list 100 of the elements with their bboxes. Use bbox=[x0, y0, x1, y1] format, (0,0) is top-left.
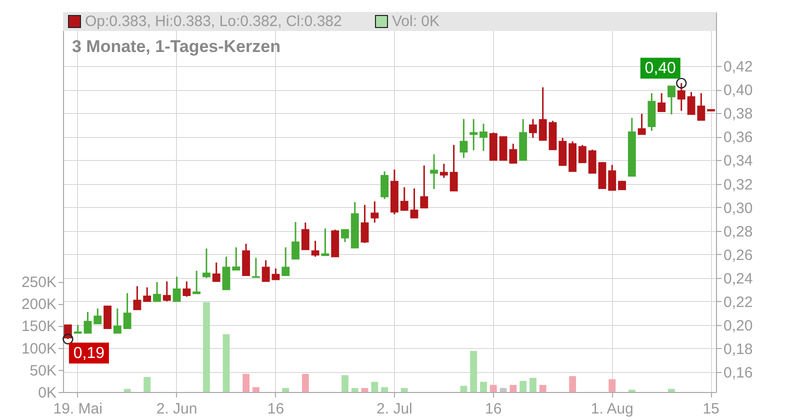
bar bbox=[520, 380, 527, 392]
candlestick bbox=[172, 276, 181, 302]
candlestick bbox=[292, 221, 300, 260]
bar bbox=[668, 388, 675, 392]
x-tick-label: 15 bbox=[702, 400, 720, 418]
candlestick bbox=[558, 137, 567, 166]
candlestick bbox=[529, 118, 537, 139]
candlestick bbox=[153, 281, 161, 302]
candlestick bbox=[450, 144, 458, 192]
candlestick bbox=[638, 113, 646, 136]
candlestick bbox=[400, 186, 408, 212]
y2-tick-label: 100K bbox=[21, 340, 56, 358]
candlestick bbox=[470, 118, 478, 151]
annotation: 0,19 bbox=[73, 345, 105, 362]
candlestick bbox=[608, 164, 616, 191]
candlestick bbox=[232, 246, 240, 271]
candlestick bbox=[578, 144, 586, 164]
candlestick bbox=[84, 311, 92, 334]
x-tick-label: 2. Jun bbox=[156, 400, 198, 418]
y2-tick-label: 200K bbox=[21, 296, 56, 314]
candlestick bbox=[538, 86, 547, 141]
bar bbox=[470, 350, 478, 392]
bar bbox=[480, 382, 487, 392]
bar bbox=[361, 388, 368, 392]
bar bbox=[242, 374, 250, 392]
candlestick bbox=[202, 248, 210, 279]
text: 3 Monate, 1-Tages-Kerzen bbox=[72, 37, 280, 57]
candlestick bbox=[360, 204, 369, 244]
candlestick bbox=[272, 268, 280, 280]
bar bbox=[381, 387, 388, 392]
bar bbox=[282, 388, 290, 392]
candlestick bbox=[104, 306, 112, 329]
bar bbox=[342, 375, 348, 392]
bar bbox=[510, 384, 517, 392]
candlestick bbox=[321, 228, 330, 256]
bar bbox=[400, 388, 408, 392]
bar bbox=[569, 376, 576, 392]
candlestick bbox=[311, 240, 320, 258]
bar bbox=[124, 388, 131, 392]
candlestick bbox=[460, 118, 468, 159]
x-tick-label: 16 bbox=[267, 400, 284, 418]
annotation: Op:0.383, Hi:0.383, Lo:0.382, Cl:0.382 bbox=[85, 13, 342, 30]
bar bbox=[222, 334, 230, 392]
bar bbox=[608, 379, 616, 392]
candlestick bbox=[420, 164, 428, 209]
annotation: 0,40 bbox=[644, 60, 676, 78]
candlestick bbox=[668, 85, 676, 116]
y-tick-label: 0,30 bbox=[724, 200, 753, 217]
x-tick-label: 19. Mai bbox=[53, 400, 102, 418]
bar bbox=[302, 374, 309, 392]
bar bbox=[203, 302, 210, 392]
candlestick bbox=[94, 308, 102, 325]
candlestick bbox=[480, 123, 488, 152]
candlestick bbox=[133, 285, 142, 310]
candlestick bbox=[687, 91, 696, 116]
candlestick bbox=[123, 292, 132, 330]
annotation: Vol: 0K bbox=[392, 13, 440, 30]
candlestick bbox=[658, 92, 666, 112]
candlestick bbox=[252, 257, 260, 278]
y-tick-label: 0,18 bbox=[724, 340, 753, 358]
bar bbox=[371, 382, 378, 392]
candlestick bbox=[143, 286, 152, 302]
candlestick bbox=[380, 170, 389, 200]
x-tick-label: 16 bbox=[485, 400, 502, 418]
candlestick bbox=[282, 246, 290, 276]
y-tick-label: 0,26 bbox=[724, 246, 753, 264]
bar bbox=[460, 386, 468, 392]
candlestick bbox=[410, 188, 418, 219]
y-tick-label: 0,34 bbox=[724, 152, 753, 170]
x-tick-label: 1. Aug bbox=[590, 400, 634, 418]
y2-tick-label: 250K bbox=[21, 274, 56, 292]
y-tick-label: 0,38 bbox=[724, 106, 753, 123]
bar bbox=[351, 388, 358, 392]
candlestick bbox=[113, 308, 122, 334]
y-tick-label: 0,28 bbox=[724, 223, 753, 240]
candlestick bbox=[697, 92, 706, 121]
candlestick bbox=[509, 143, 518, 164]
bar bbox=[490, 384, 497, 392]
candlestick bbox=[588, 148, 596, 174]
candlestick bbox=[440, 163, 448, 179]
candlestick bbox=[212, 262, 220, 282]
y-tick-label: 0,36 bbox=[724, 129, 753, 146]
y2-tick-label: 0K bbox=[38, 384, 56, 402]
y-tick-label: 0,22 bbox=[724, 294, 753, 311]
bar bbox=[539, 384, 546, 392]
bar bbox=[500, 388, 507, 392]
candlestick bbox=[301, 222, 310, 250]
candlestick bbox=[341, 228, 349, 243]
y-tick-label: 0,24 bbox=[724, 270, 753, 288]
candlestick bbox=[430, 154, 438, 190]
candlestick bbox=[370, 200, 379, 224]
candlestick bbox=[499, 136, 508, 161]
bar bbox=[252, 387, 260, 392]
x-tick-label: 2. Jul bbox=[376, 400, 412, 418]
y2-tick-label: 50K bbox=[30, 362, 56, 380]
y-tick-label: 0,42 bbox=[724, 58, 753, 76]
y-tick-label: 0,32 bbox=[724, 176, 753, 194]
bar bbox=[530, 378, 536, 392]
bar bbox=[144, 376, 151, 392]
y-tick-label: 0,40 bbox=[724, 82, 753, 100]
